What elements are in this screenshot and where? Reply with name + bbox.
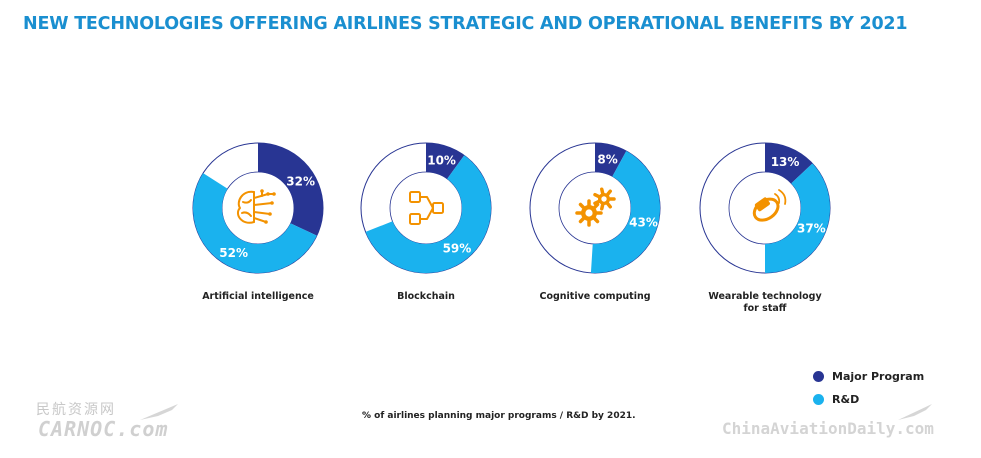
donut-chart: 13% 37% <box>699 142 831 274</box>
data-label-major-program: 13% <box>771 155 800 169</box>
donut-slice-major-program <box>595 143 627 177</box>
legend-swatch-major-program <box>813 371 824 382</box>
brain-circuit-icon <box>236 189 276 224</box>
legend-item-major-program: Major Program <box>813 365 924 388</box>
chart-category-label: Artificial intelligence <box>202 291 314 302</box>
legend: Major Program R&D <box>813 365 924 411</box>
donut-slice-rnd <box>365 155 491 273</box>
donut-chart: 8% 43% <box>529 142 661 274</box>
legend-label-major-program: Major Program <box>832 370 925 383</box>
chart-title: NEW TECHNOLOGIES OFFERING AIRLINES STRAT… <box>23 14 908 34</box>
watermark-carnoc: CARNOC.com <box>38 417 169 441</box>
watermark-plane-icon <box>898 404 932 420</box>
blockchain-icon <box>409 191 444 225</box>
donut-slice-major-program <box>765 143 813 184</box>
wearable-icon <box>752 189 787 222</box>
chart-category-label: Wearable technology for staff <box>708 291 822 314</box>
donut-chart: 10% 59% <box>360 142 492 274</box>
footnote: % of airlines planning major programs / … <box>362 411 636 421</box>
data-label-major-program: 8% <box>597 153 617 167</box>
legend-label-rnd: R&D <box>832 393 860 406</box>
chart-category-label: Cognitive computing <box>539 291 651 302</box>
legend-item-rnd: R&D <box>813 388 924 411</box>
donut-slice-major-program <box>426 143 465 179</box>
donut-slice-rnd <box>590 151 660 273</box>
watermark-plane-icon <box>140 404 178 420</box>
data-label-rnd: 43% <box>629 216 658 230</box>
chart-category-label: Blockchain <box>397 291 455 302</box>
donut-chart: 32% 52% <box>192 142 324 274</box>
data-label-major-program: 10% <box>427 153 456 167</box>
donut-slice-rnd <box>193 173 317 273</box>
data-label-rnd: 37% <box>797 222 826 236</box>
gears-icon <box>575 187 616 227</box>
data-label-rnd: 59% <box>443 241 472 255</box>
legend-swatch-rnd <box>813 394 824 405</box>
watermark-carnoc-cn: 民航资源网 <box>36 402 116 418</box>
donut-inner-outline <box>389 171 463 245</box>
data-label-major-program: 32% <box>286 174 315 188</box>
data-label-rnd: 52% <box>219 246 248 260</box>
donut-inner-outline <box>221 171 295 245</box>
donut-slice-major-program <box>258 143 324 236</box>
donut-slice-rnd <box>765 163 830 273</box>
watermark-chinaaviationdaily: ChinaAviationDaily.com <box>722 419 934 438</box>
